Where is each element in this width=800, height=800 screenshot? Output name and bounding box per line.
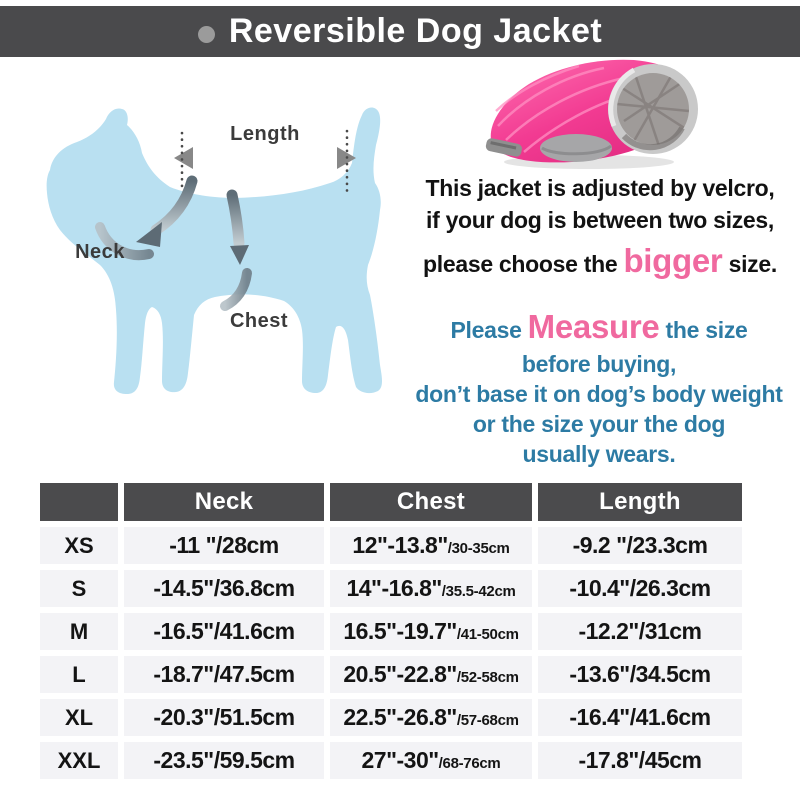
chest-inches: 27"-30": [361, 747, 440, 773]
table-row-xs: XS -11 "/28cm 12"-13.8"/30-35cm -9.2 "/2…: [40, 527, 742, 564]
header-neck: Neck: [124, 483, 324, 521]
neck-value: -16.5"/41.6cm: [124, 613, 324, 650]
size-label: XL: [40, 699, 118, 736]
neck-value: -20.3"/51.5cm: [124, 699, 324, 736]
velcro-note-line2: if your dog is between two sizes,: [426, 207, 774, 233]
size-label: XXL: [40, 742, 118, 779]
chest-inches: 12"-13.8": [352, 532, 448, 558]
length-value: -16.4"/41.6cm: [538, 699, 742, 736]
table-row-s: S -14.5"/36.8cm 14"-16.8"/35.5-42cm -10.…: [40, 570, 742, 607]
neck-value: -14.5"/36.8cm: [124, 570, 324, 607]
chest-inches: 22.5"-26.8": [343, 704, 457, 730]
measure-note-line5: usually wears.: [522, 441, 676, 467]
measure-note-line1: Please Measure the size: [398, 308, 800, 349]
measure-note-line2: before buying,: [521, 351, 677, 377]
chest-value: 20.5"-22.8"/52-58cm: [330, 656, 532, 693]
chest-value: 14"-16.8"/35.5-42cm: [330, 570, 532, 607]
velcro-note-line1: This jacket is adjusted by velcro,: [425, 175, 775, 201]
pink-dog-jacket-icon: [485, 59, 698, 169]
measure-note: Please Measure the size before buying, d…: [398, 308, 800, 469]
bullet-dot-icon: [197, 26, 215, 43]
length-value: -12.2"/31cm: [538, 613, 742, 650]
table-row-xl: XL -20.3"/51.5cm 22.5"-26.8"/57-68cm -16…: [40, 699, 742, 736]
velcro-note: This jacket is adjusted by velcro, if yo…: [402, 172, 798, 284]
chest-cm: /30-35cm: [447, 540, 510, 557]
size-label: M: [40, 613, 118, 650]
velcro-note-line3: please choose the bigger size.: [402, 241, 798, 284]
table-row-xxl: XXL -23.5"/59.5cm 27"-30"/68-76cm -17.8"…: [40, 742, 742, 779]
measure-note-line3: don’t base it on dog’s body weight: [415, 381, 783, 407]
chest-cm: /57-68cm: [456, 712, 519, 729]
measurement-diagram: Length Neck Chest: [30, 95, 450, 435]
length-label: Length: [230, 123, 300, 145]
chest-cm: /41-50cm: [456, 626, 519, 643]
velcro-note-line3-suffix: size.: [722, 251, 778, 277]
neck-label: Neck: [75, 241, 125, 263]
table-row-l: L -18.7"/47.5cm 20.5"-22.8"/52-58cm -13.…: [40, 656, 742, 693]
length-value: -9.2 "/23.3cm: [538, 527, 742, 564]
measure-highlight: Measure: [527, 308, 660, 345]
measure-note-line1-prefix: Please: [450, 317, 528, 343]
neck-value: -23.5"/59.5cm: [124, 742, 324, 779]
table-row-m: M -16.5"/41.6cm 16.5"-19.7"/41-50cm -12.…: [40, 613, 742, 650]
page-title: Reversible Dog Jacket: [228, 12, 603, 50]
chest-cm: /68-76cm: [438, 755, 501, 772]
title-bar: Reversible Dog Jacket: [0, 6, 800, 57]
size-label: L: [40, 656, 118, 693]
neck-value: -18.7"/47.5cm: [124, 656, 324, 693]
size-label: S: [40, 570, 118, 607]
table-header-row: Neck Chest Length: [40, 483, 742, 521]
size-label: XS: [40, 527, 118, 564]
chest-cm: /35.5-42cm: [441, 583, 516, 600]
header-size: [40, 483, 118, 521]
length-value: -13.6"/34.5cm: [538, 656, 742, 693]
chest-inches: 20.5"-22.8": [343, 661, 457, 687]
neck-value: -11 "/28cm: [124, 527, 324, 564]
dog-silhouette-icon: [46, 107, 382, 394]
header-length: Length: [538, 483, 742, 521]
chest-label: Chest: [229, 310, 289, 332]
measure-note-line4: or the size your the dog: [472, 411, 726, 437]
size-chart-table: Neck Chest Length XS -11 "/28cm 12"-13.8…: [34, 477, 748, 785]
chest-value: 16.5"-19.7"/41-50cm: [330, 613, 532, 650]
chest-cm: /52-58cm: [456, 669, 519, 686]
bigger-highlight: bigger: [623, 242, 723, 279]
chest-value: 12"-13.8"/30-35cm: [330, 527, 532, 564]
chest-inches: 16.5"-19.7": [343, 618, 457, 644]
measure-note-line1-suffix: the size: [659, 317, 748, 343]
velcro-note-line3-prefix: please choose the: [423, 251, 624, 277]
length-value: -17.8"/45cm: [538, 742, 742, 779]
jacket-photo: [484, 56, 704, 170]
length-value: -10.4"/26.3cm: [538, 570, 742, 607]
header-chest: Chest: [330, 483, 532, 521]
chest-value: 22.5"-26.8"/57-68cm: [330, 699, 532, 736]
chest-inches: 14"-16.8": [346, 575, 442, 601]
chest-value: 27"-30"/68-76cm: [330, 742, 532, 779]
